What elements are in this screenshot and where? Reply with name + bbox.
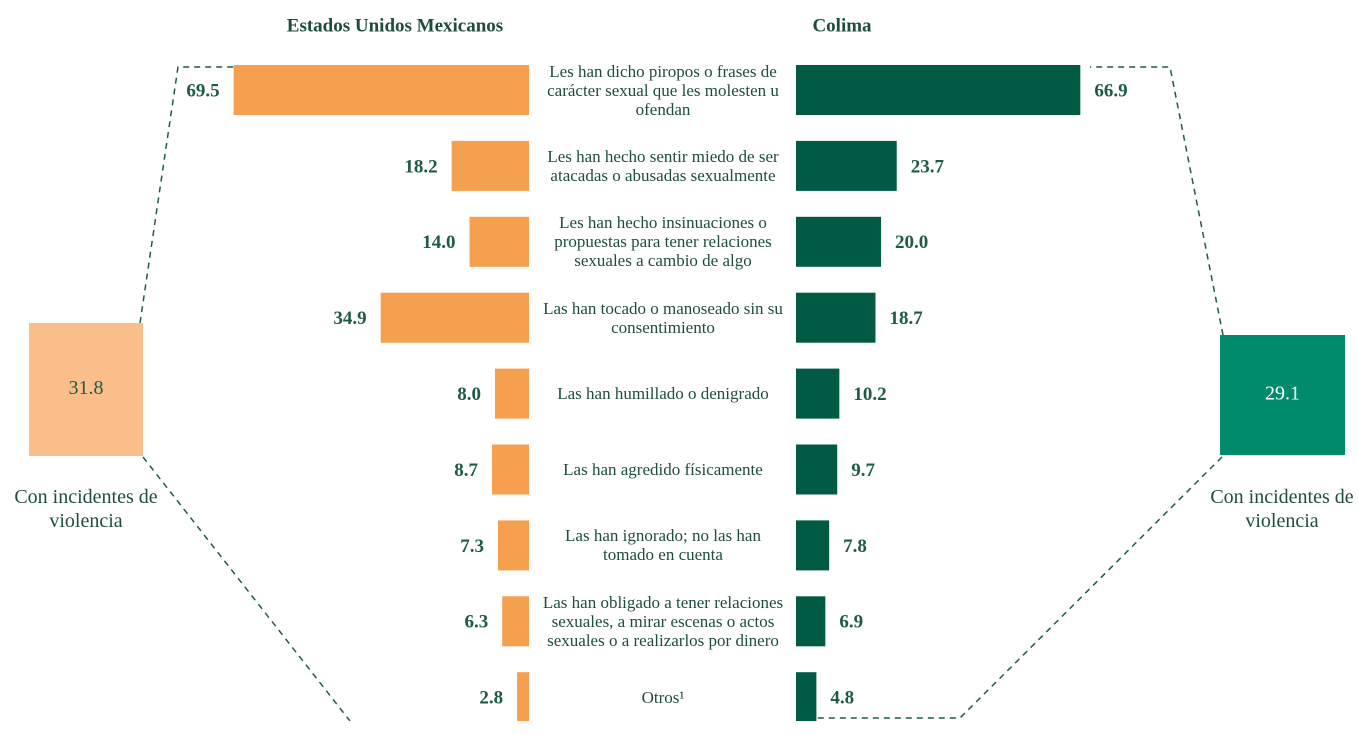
bar <box>492 444 529 495</box>
category-label: Les han dicho piropos o frases de caráct… <box>547 61 779 119</box>
value-label: 69.5 <box>186 80 219 101</box>
bar <box>796 520 830 571</box>
value-label: 6.3 <box>464 612 488 633</box>
value-label: 7.8 <box>843 536 867 557</box>
value-label: 7.3 <box>460 536 484 557</box>
value-label: 6.9 <box>839 612 863 633</box>
category-label: Las han tocado o manoseado sin su consen… <box>543 298 783 337</box>
value-label: 8.7 <box>454 460 478 481</box>
bar <box>796 65 1081 115</box>
series-title: Colima <box>812 15 872 36</box>
bar <box>380 292 529 343</box>
bar <box>497 520 529 571</box>
value-label: 20.0 <box>895 232 928 253</box>
bar <box>796 140 897 191</box>
total-box <box>1220 335 1345 455</box>
value-label: 4.8 <box>830 688 854 709</box>
total-label: Con incidentes de violencia <box>14 486 158 532</box>
bar <box>796 672 817 721</box>
value-label: 9.7 <box>851 460 875 481</box>
value-label: 18.2 <box>404 156 437 177</box>
category-label: Las han humillado o denigrado <box>557 384 769 404</box>
total-value: 31.8 <box>69 377 104 399</box>
bar <box>495 368 529 419</box>
total-label: Con incidentes de violencia <box>1210 486 1354 532</box>
bar <box>451 140 529 191</box>
category-label: Las han agredido físicamente <box>563 460 763 479</box>
category-label: Otros¹ <box>641 687 685 707</box>
value-label: 23.7 <box>911 156 945 177</box>
bar <box>502 596 529 647</box>
category-label: Las han obligado a tener relaciones sexu… <box>542 592 784 650</box>
value-label: 8.0 <box>457 384 481 405</box>
bar <box>517 672 529 721</box>
total-box <box>29 323 143 456</box>
category-label: Les han hecho sentir miedo de ser atacad… <box>547 146 779 185</box>
bar <box>796 596 826 647</box>
connector-lines <box>139 66 1224 721</box>
bar <box>233 65 529 115</box>
value-label: 14.0 <box>422 232 455 253</box>
category-label: Las han ignorado; no las han tomado en c… <box>565 526 761 565</box>
category-label: Les han hecho insinuaciones o propuestas… <box>554 213 772 271</box>
total-value: 29.1 <box>1265 383 1300 405</box>
value-label: 2.8 <box>479 688 503 709</box>
value-label: 10.2 <box>853 384 886 405</box>
value-label: 66.9 <box>1094 80 1127 101</box>
bar <box>796 292 876 343</box>
bar <box>796 368 840 419</box>
bar <box>469 216 529 267</box>
bar <box>796 216 881 267</box>
value-label: 34.9 <box>333 308 366 329</box>
value-label: 18.7 <box>889 308 923 329</box>
series-title: Estados Unidos Mexicanos <box>287 15 503 36</box>
bar <box>796 444 838 495</box>
